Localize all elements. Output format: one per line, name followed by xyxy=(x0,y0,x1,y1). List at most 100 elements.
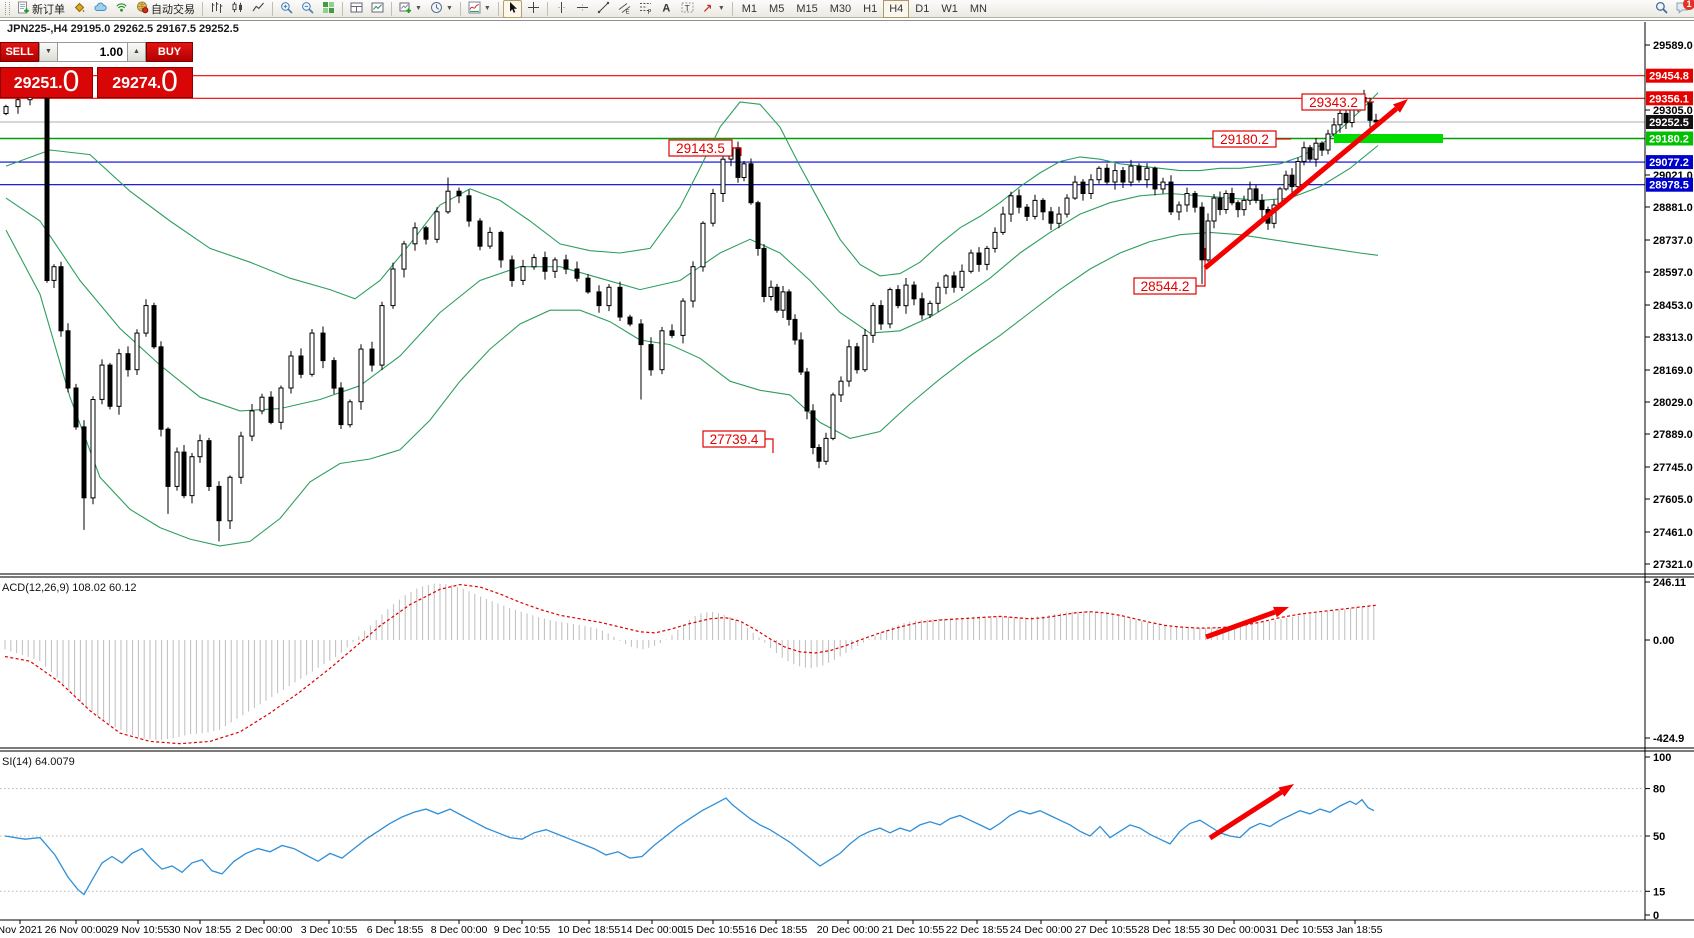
toolbar-button-trendline[interactable] xyxy=(594,0,613,18)
annotation-label-text: 29180.2 xyxy=(1220,132,1269,147)
trend-arrowhead xyxy=(1273,606,1289,618)
toolbar-button-candle-chart[interactable] xyxy=(228,0,247,18)
toolbar-separator xyxy=(391,1,392,16)
sell-price-big-digit: 0 xyxy=(62,65,80,98)
svg-text:A: A xyxy=(662,2,670,14)
timeframe-button-h4[interactable]: H4 xyxy=(883,0,910,18)
svg-text:29589.0: 29589.0 xyxy=(1653,40,1693,52)
toolbar-button-arrows[interactable]: ▼ xyxy=(699,0,728,18)
sell-button[interactable]: SELL xyxy=(0,42,39,62)
toolbar-button-crosshair[interactable] xyxy=(524,0,543,18)
toolbar-button-line-chart[interactable] xyxy=(249,0,268,18)
rsi-pane[interactable]: 100 80 50 15 0 xyxy=(0,752,1671,922)
timeframe-button-m30[interactable]: M30 xyxy=(829,2,852,15)
price-chart-svg[interactable]: 29589.029305.029021.028881.028737.028597… xyxy=(0,19,1694,938)
annotation-label-box xyxy=(668,139,733,157)
vertical-line-icon xyxy=(555,1,568,17)
svg-text:29 Nov 10:55: 29 Nov 10:55 xyxy=(107,924,170,936)
toolbar-button-auto-trading[interactable]: 自动交易 xyxy=(133,0,198,18)
toolbar-button-equidistant-channel[interactable]: E xyxy=(615,0,634,18)
annotation-leader-line xyxy=(765,438,774,453)
svg-text:246.11: 246.11 xyxy=(1653,577,1686,589)
toolbar-button-cursor[interactable] xyxy=(502,0,522,18)
toolbar-button-horizontal-line[interactable] xyxy=(573,0,592,18)
svg-text:27 Dec 10:55: 27 Dec 10:55 xyxy=(1075,924,1138,936)
svg-text:15: 15 xyxy=(1653,886,1665,898)
svg-text:27889.0: 27889.0 xyxy=(1653,429,1693,441)
toolbar-button-styler[interactable] xyxy=(70,0,89,18)
timeframe-button-m1[interactable]: M1 xyxy=(741,2,758,15)
zoom-in-icon xyxy=(280,1,293,17)
timeframe-button-mn[interactable]: MN xyxy=(969,2,987,15)
timeframe-button-h1[interactable]: H1 xyxy=(863,2,878,15)
chart-surface[interactable]: 29589.0 29305.0 29021.0 28881.0 28737.0 28597… xyxy=(0,19,1694,938)
buy-button[interactable]: BUY xyxy=(146,42,193,62)
volume-decrease-button[interactable]: ▼ xyxy=(39,42,58,62)
timeframe-button-d1[interactable]: D1 xyxy=(915,2,930,15)
horizontal-level-lines[interactable] xyxy=(0,75,1645,186)
toolbar-button-new-chart[interactable]: ▼ xyxy=(396,0,425,18)
text-icon: A xyxy=(660,1,673,17)
toolbar-button-auto-arrange[interactable] xyxy=(347,0,366,18)
toolbar-button-text-label[interactable]: T xyxy=(678,0,697,18)
svg-text:29252.5: 29252.5 xyxy=(1649,117,1689,129)
svg-text:0.00: 0.00 xyxy=(1653,635,1674,647)
toolbar-button-zoom-in[interactable] xyxy=(277,0,296,18)
toolbar-button-fibonacci[interactable]: F xyxy=(636,0,655,18)
equidistant-channel-icon: E xyxy=(618,1,631,17)
svg-text:29454.8: 29454.8 xyxy=(1649,71,1689,83)
toolbar-separator xyxy=(202,1,203,16)
toolbar-separator xyxy=(272,1,273,16)
buy-price[interactable]: 29274. 0 xyxy=(97,67,193,98)
svg-text:27321.0: 27321.0 xyxy=(1653,559,1693,571)
svg-text:16 Dec 18:55: 16 Dec 18:55 xyxy=(745,924,808,936)
svg-text:20 Dec 00:00: 20 Dec 00:00 xyxy=(817,924,880,936)
volume-increase-button[interactable]: ▲ xyxy=(127,42,146,62)
toolbar-button-signal[interactable] xyxy=(112,0,131,18)
panel-borders xyxy=(0,20,1694,921)
macd-pane[interactable]: 246.11 0.00 -424.9 xyxy=(4,577,1686,745)
svg-text:3 Dec 10:55: 3 Dec 10:55 xyxy=(301,924,358,936)
price-axis[interactable]: 29589.029305.029021.028881.028737.028597… xyxy=(1645,40,1693,571)
toolbar-button-cloud[interactable] xyxy=(91,0,110,18)
svg-text:100: 100 xyxy=(1653,752,1671,764)
price-annotation-labels[interactable]: 29143.5 29343.2 29180.2 28544.2 27739.4 xyxy=(668,93,1374,453)
toolbar-button-vertical-line[interactable] xyxy=(552,0,571,18)
trend-arrows[interactable] xyxy=(1203,99,1408,841)
svg-text:27461.0: 27461.0 xyxy=(1653,527,1693,539)
timeframe-button-m15[interactable]: M15 xyxy=(796,2,818,15)
toolbar-button-track-chart[interactable] xyxy=(368,0,387,18)
candles-layer[interactable] xyxy=(3,77,1379,542)
toolbar-button-tile-windows[interactable] xyxy=(319,0,338,18)
svg-text:22 Dec 18:55: 22 Dec 18:55 xyxy=(946,924,1009,936)
search-icon[interactable] xyxy=(1655,1,1668,19)
toolbar-button-indicators[interactable]: ▼ xyxy=(465,0,494,18)
toolbar-button-text[interactable]: A xyxy=(657,0,676,18)
buy-price-big-digit: 0 xyxy=(161,65,178,98)
svg-text:28978.5: 28978.5 xyxy=(1649,180,1689,192)
toolbar-button-new-order[interactable]: 新订单 xyxy=(14,0,68,18)
horizontal-line-icon xyxy=(576,1,589,17)
notifications-chat-icon[interactable]: 1 xyxy=(1676,0,1694,19)
macd-indicator-label: ACD(12,26,9) 108.02 60.12 xyxy=(2,582,137,594)
svg-text:27745.0: 27745.0 xyxy=(1653,462,1693,474)
toolbar-button-bar-chart[interactable] xyxy=(207,0,226,18)
toolbar-separator xyxy=(342,1,343,16)
timeframe-button-w1[interactable]: W1 xyxy=(941,2,958,15)
support-zone-highlight[interactable] xyxy=(1334,134,1443,143)
trend-arrow-line xyxy=(1205,609,1276,640)
svg-text:8 Dec 00:00: 8 Dec 00:00 xyxy=(431,924,488,936)
annotation-label-box xyxy=(1301,93,1366,111)
volume-input[interactable] xyxy=(58,42,127,62)
toolbar-button-zoom-out[interactable] xyxy=(298,0,317,18)
annotation-label-box xyxy=(1133,277,1197,295)
svg-text:28881.0: 28881.0 xyxy=(1653,202,1693,214)
time-axis[interactable]: Nov 2021 26 Nov 00:00 29 Nov 10:55 30 Nov 1… xyxy=(0,920,1383,936)
svg-text:3 Jan 18:55: 3 Jan 18:55 xyxy=(1328,924,1383,936)
sell-price[interactable]: 29251. 0 xyxy=(0,67,93,98)
svg-text:2 Dec 00:00: 2 Dec 00:00 xyxy=(236,924,293,936)
timeframe-button-m5[interactable]: M5 xyxy=(769,2,785,15)
svg-text:E: E xyxy=(625,9,629,14)
toolbar-button-label: 新订单 xyxy=(32,3,65,16)
toolbar-button-period-sets[interactable]: ▼ xyxy=(427,0,456,18)
